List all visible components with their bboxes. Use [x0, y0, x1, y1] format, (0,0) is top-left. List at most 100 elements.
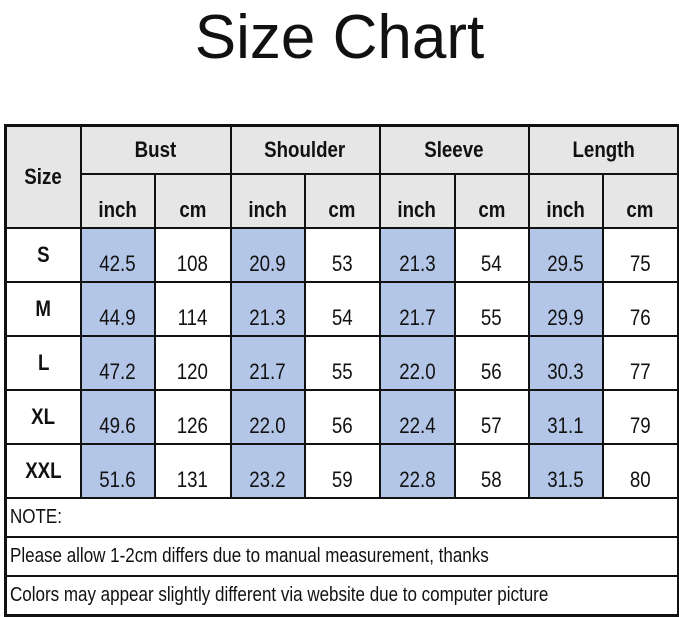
size-label-text: XXL [25, 458, 62, 483]
cm-value: 59 [303, 443, 381, 499]
cm-value-text: 54 [481, 251, 502, 276]
unit-header-inch: inch [79, 173, 156, 229]
cm-value: 55 [303, 335, 381, 391]
note-text-text: Please allow 1-2cm differs due to manual… [10, 545, 489, 567]
cm-value-text: 77 [629, 359, 651, 384]
inch-value: 21.3 [378, 227, 456, 283]
inch-value-text: 49.6 [99, 413, 136, 438]
cm-value: 79 [601, 389, 679, 445]
inch-value: 44.9 [79, 281, 156, 337]
size-label-text: L [37, 350, 49, 375]
size-label-text: S [37, 242, 50, 267]
inch-value: 29.9 [527, 281, 604, 337]
note-row: NOTE: [4, 497, 679, 538]
cm-value: 131 [153, 443, 232, 499]
cm-value-text: 58 [481, 467, 502, 492]
cm-value: 54 [303, 281, 381, 337]
inch-value-text: 29.5 [547, 251, 584, 276]
inch-value: 21.7 [229, 335, 306, 391]
group-header-text: Shoulder [264, 137, 346, 162]
cm-value: 126 [153, 389, 232, 445]
inch-value-text: 47.2 [99, 359, 136, 384]
unit-header-cm-text: cm [328, 197, 356, 222]
inch-value-text: 22.0 [398, 359, 436, 384]
inch-value: 22.8 [378, 443, 456, 499]
inch-value-text: 21.3 [249, 305, 286, 330]
cm-value-text: 120 [176, 359, 209, 384]
size-label-text: XL [31, 404, 56, 429]
size-label-text: M [35, 296, 52, 321]
cm-value-text: 56 [331, 413, 353, 438]
inch-value: 31.5 [527, 443, 604, 499]
inch-value: 21.7 [378, 281, 456, 337]
unit-header-cm: cm [303, 173, 381, 229]
cm-value: 57 [453, 389, 530, 445]
size-label: XXL [4, 443, 82, 499]
note-text: NOTE: [4, 497, 679, 538]
cm-value-text: 108 [176, 251, 209, 276]
cm-value: 56 [453, 335, 530, 391]
cm-value: 56 [303, 389, 381, 445]
unit-header-cm-text: cm [478, 197, 506, 222]
table-row: XL 49.6 126 22.0 56 22.4 57 31.1 79 [4, 389, 679, 445]
unit-header-cm: cm [601, 173, 679, 229]
inch-value-text: 31.5 [547, 467, 584, 492]
unit-header-cm-text: cm [626, 197, 654, 222]
inch-value: 22.4 [378, 389, 456, 445]
inch-value-text: 29.9 [547, 305, 584, 330]
unit-header-inch-text: inch [546, 197, 585, 222]
inch-value: 20.9 [229, 227, 306, 283]
table-row: L 47.2 120 21.7 55 22.0 56 30.3 77 [4, 335, 679, 391]
cm-value-text: 59 [331, 467, 353, 492]
cm-value: 108 [153, 227, 232, 283]
cm-value: 114 [153, 281, 232, 337]
inch-value: 51.6 [79, 443, 156, 499]
cm-value: 55 [453, 281, 530, 337]
inch-value-text: 22.0 [249, 413, 286, 438]
inch-value-text: 21.7 [398, 305, 436, 330]
cm-value: 75 [601, 227, 679, 283]
inch-value: 22.0 [378, 335, 456, 391]
cm-value-text: 56 [481, 359, 502, 384]
cm-value: 120 [153, 335, 232, 391]
cm-value: 58 [453, 443, 530, 499]
inch-value-text: 22.8 [398, 467, 436, 492]
unit-header-inch: inch [378, 173, 456, 229]
cm-value-text: 79 [629, 413, 651, 438]
unit-header-inch: inch [527, 173, 604, 229]
cm-value-text: 114 [177, 305, 208, 330]
inch-value: 31.1 [527, 389, 604, 445]
inch-value: 47.2 [79, 335, 156, 391]
group-header-text: Bust [134, 137, 177, 162]
size-chart-table: Size Bust Shoulder Sleeve Length inch cm inch cm… [4, 124, 679, 617]
header-row-groups: Size Bust Shoulder Sleeve Length [4, 124, 679, 229]
inch-value: 23.2 [229, 443, 306, 499]
inch-value: 42.5 [79, 227, 156, 283]
table-row: S 42.5 108 20.9 53 21.3 54 29.5 75 [4, 227, 679, 283]
cm-value-text: 80 [629, 467, 651, 492]
cm-value: 80 [601, 443, 679, 499]
inch-value: 49.6 [79, 389, 156, 445]
group-header: Sleeve [378, 124, 530, 175]
unit-header-cm: cm [153, 173, 232, 229]
cm-value: 54 [453, 227, 530, 283]
size-label: S [4, 227, 82, 283]
cm-value-text: 75 [629, 251, 651, 276]
inch-value: 22.0 [229, 389, 306, 445]
inch-value: 29.5 [527, 227, 604, 283]
group-header: Shoulder [229, 124, 381, 175]
inch-value-text: 21.3 [398, 251, 436, 276]
size-label: XL [4, 389, 82, 445]
page-title: Size Chart [194, 3, 485, 72]
cm-value-text: 53 [331, 251, 353, 276]
inch-value-text: 20.9 [249, 251, 286, 276]
cm-value-text: 55 [331, 359, 353, 384]
note-text: Please allow 1-2cm differs due to manual… [4, 536, 679, 577]
cm-value-text: 76 [629, 305, 651, 330]
inch-value-text: 22.4 [398, 413, 436, 438]
group-header-text: Length [572, 137, 635, 162]
cm-value-text: 126 [176, 413, 209, 438]
unit-header-inch-text: inch [397, 197, 437, 222]
size-header-text: Size [24, 164, 62, 189]
size-header: Size [4, 124, 82, 229]
